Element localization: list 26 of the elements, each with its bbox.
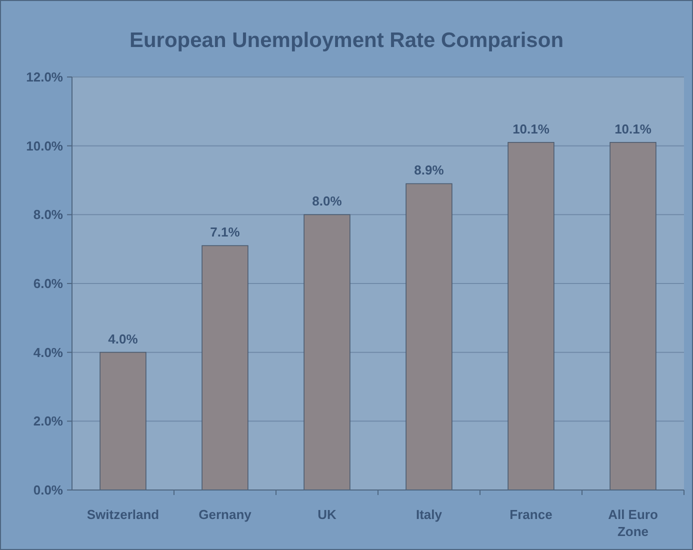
x-tick-label: All Euro Zone	[608, 507, 658, 539]
x-tick-label: Italy	[416, 507, 443, 522]
x-tick-label: Gernany	[198, 507, 252, 522]
bar	[202, 245, 248, 490]
y-tick-label: 0.0%	[33, 482, 64, 498]
data-label: 10.1%	[512, 121, 550, 136]
bar	[100, 352, 146, 490]
chart-title: European Unemployment Rate Comparison	[129, 29, 564, 52]
x-tick-label: Switzerland	[86, 507, 160, 522]
data-label: 8.9%	[414, 162, 444, 178]
bar	[304, 214, 350, 490]
x-tick-label: UK	[318, 507, 337, 522]
data-label: 8.0%	[312, 194, 342, 209]
bar	[406, 183, 452, 490]
y-tick-label: 8.0%	[33, 207, 64, 222]
y-tick-label: 4.0%	[33, 344, 64, 360]
data-label: 7.1%	[210, 224, 240, 240]
y-tick-label: 6.0%	[33, 276, 64, 292]
data-label: 4.0%	[108, 331, 138, 346]
y-tick-label: 2.0%	[33, 414, 64, 429]
y-tick-label: 12.0%	[26, 70, 64, 85]
data-label: 10.1%	[614, 121, 652, 136]
y-tick-label: 10.0%	[26, 138, 64, 154]
bar	[610, 142, 656, 490]
x-tick-label: France	[510, 507, 552, 522]
bar	[508, 142, 554, 490]
